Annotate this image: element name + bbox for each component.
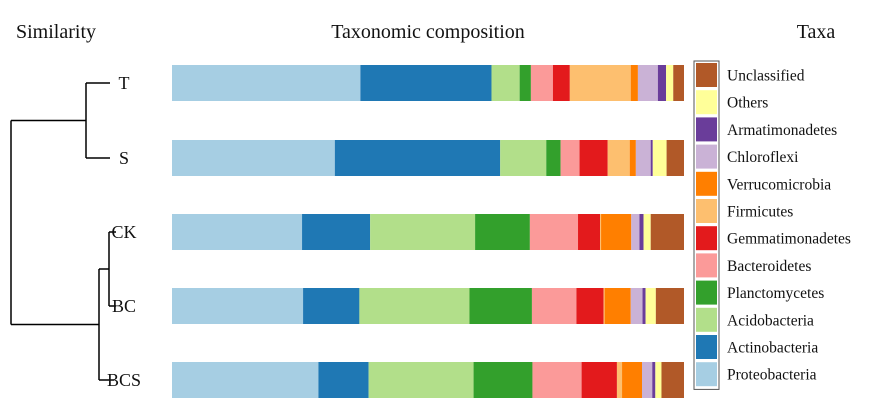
legend-swatch-verrucomicrobia [696, 171, 717, 196]
bar-s-planctomycetes [546, 140, 561, 176]
bar-bc-chloroflexi [630, 288, 643, 324]
bar-s-actinobacteria [334, 140, 501, 176]
bar-t-actinobacteria [360, 65, 492, 101]
bar-bcs-acidobacteria [368, 362, 474, 398]
bar-t-bacteroidetes [530, 65, 553, 101]
bar-t-acidobacteria [491, 65, 520, 101]
legend-swatch-acidobacteria [696, 307, 717, 332]
bar-t-planctomycetes [519, 65, 531, 101]
bar-bcs-firmicutes [616, 362, 623, 398]
bar-bc-acidobacteria [359, 288, 470, 324]
legend-swatch-unclassified [696, 63, 717, 87]
bar-t-chloroflexi [637, 65, 658, 101]
legend-label-bacteroidetes: Bacteroidetes [727, 258, 811, 275]
bar-ck-acidobacteria [370, 214, 476, 250]
bar-t-others [666, 65, 674, 101]
bar-bcs-gemmatimonadetes [581, 362, 617, 398]
bar-s-bacteroidetes [560, 140, 580, 176]
bar-s-others [652, 140, 667, 176]
bar-t-unclassified [673, 65, 684, 101]
bar-bc-gemmatimonadetes [576, 288, 604, 324]
bar-bcs-planctomycetes [473, 362, 533, 398]
bar-bcs-bacteroidetes [532, 362, 582, 398]
bar-bc-verrucomicrobia [604, 288, 631, 324]
bar-ck-others [643, 214, 651, 250]
legend-frame [693, 60, 720, 390]
bar-ck-bacteroidetes [529, 214, 579, 250]
legend-label-verrucomicrobia: Verrucomicrobia [727, 176, 831, 193]
bar-bcs-chloroflexi [642, 362, 653, 398]
legend-swatch-armatimonadetes [696, 117, 717, 142]
bar-t-proteobacteria [172, 65, 361, 101]
row-label-bc: BC [112, 296, 136, 316]
bar-ck-verrucomicrobia [601, 214, 632, 250]
bar-bcs-actinobacteria [318, 362, 369, 398]
bar-ck-unclassified [650, 214, 684, 250]
legend-label-gemmatimonadetes: Gemmatimonadetes [727, 231, 851, 248]
bar-bc-firmicutes [603, 288, 605, 324]
bar-s-gemmatimonadetes [579, 140, 608, 176]
legend-label-chloroflexi: Chloroflexi [727, 149, 799, 166]
row-label-ck: CK [111, 222, 136, 242]
bar-bcs-verrucomicrobia [622, 362, 643, 398]
bar-t-armatimonadetes [657, 65, 667, 101]
bar-bcs-unclassified [661, 362, 684, 398]
bar-t-firmicutes [569, 65, 631, 101]
row-label-bcs: BCS [107, 370, 141, 390]
legend-swatch-firmicutes [696, 199, 717, 223]
bar-bcs-armatimonadetes [652, 362, 656, 398]
bar-s-verrucomicrobia [629, 140, 636, 176]
bar-t-gemmatimonadetes [552, 65, 570, 101]
bar-ck-armatimonadetes [639, 214, 644, 250]
bar-bcs-others [655, 362, 662, 398]
legend-swatch-chloroflexi [696, 144, 717, 169]
dendrogram [10, 82, 116, 381]
legend-label-unclassified: Unclassified [727, 68, 805, 85]
legend-swatch-gemmatimonadetes [696, 226, 717, 251]
bar-bc-actinobacteria [303, 288, 360, 324]
bar-ck-chloroflexi [631, 214, 640, 250]
bar-ck-actinobacteria [302, 214, 371, 250]
legend-title: Taxa [797, 21, 836, 43]
legend-label-actinobacteria: Actinobacteria [727, 340, 818, 357]
bar-bc-bacteroidetes [531, 288, 577, 324]
legend-swatch-bacteroidetes [696, 253, 717, 278]
legend-label-others: Others [727, 95, 768, 112]
bar-ck-planctomycetes [475, 214, 530, 250]
legend-label-acidobacteria: Acidobacteria [727, 312, 814, 329]
row-labels: T S CK BC BCS [107, 73, 141, 390]
chart-title: Taxonomic composition [331, 21, 525, 43]
bar-bcs-proteobacteria [172, 362, 319, 398]
legend-label-firmicutes: Firmicutes [727, 204, 793, 221]
bar-s-chloroflexi [635, 140, 651, 176]
bar-s-firmicutes [607, 140, 630, 176]
legend-label-armatimonadetes: Armatimonadetes [727, 122, 837, 139]
bar-s-armatimonadetes [650, 140, 653, 176]
legend: Unclassified Others Armatimonadetes Chlorof… [693, 60, 851, 390]
legend-swatch-others [696, 90, 717, 115]
bar-bc-planctomycetes [469, 288, 532, 324]
bar-s-proteobacteria [172, 140, 335, 176]
bar-bc-unclassified [655, 288, 684, 324]
bar-ck-gemmatimonadetes [578, 214, 601, 250]
row-label-s: S [119, 148, 129, 168]
row-label-t: T [119, 73, 130, 93]
stacked-bars [172, 65, 684, 398]
similarity-header: Similarity [16, 21, 96, 43]
bar-bc-proteobacteria [172, 288, 304, 324]
legend-label-planctomycetes: Planctomycetes [727, 285, 824, 302]
bar-s-acidobacteria [500, 140, 547, 176]
legend-label-proteobacteria: Proteobacteria [727, 367, 817, 384]
legend-swatch-planctomycetes [696, 280, 717, 305]
bar-t-verrucomicrobia [630, 65, 638, 101]
bar-ck-proteobacteria [172, 214, 303, 250]
bar-s-unclassified [666, 140, 684, 176]
bar-bc-armatimonadetes [642, 288, 646, 324]
bar-ck-firmicutes [600, 214, 602, 250]
bar-bc-others [645, 288, 656, 324]
legend-swatch-proteobacteria [696, 362, 717, 387]
legend-swatch-actinobacteria [696, 335, 717, 359]
